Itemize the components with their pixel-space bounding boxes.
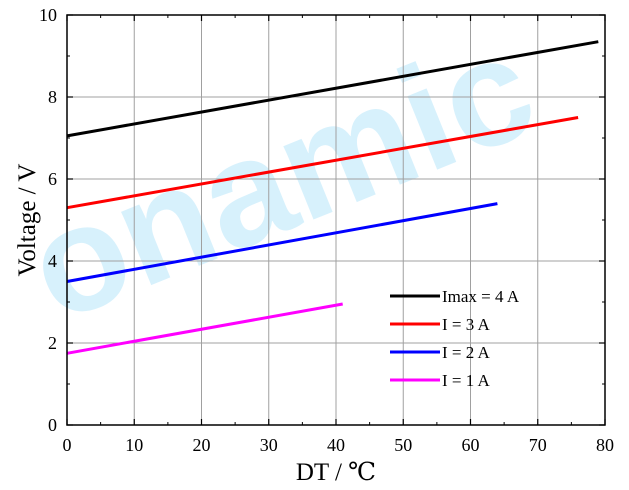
axis-ticks: 0 10 20 30 40 50 60 70 80 0 2 4 6 8 10 — [39, 5, 614, 455]
x-tick-label: 0 — [63, 435, 72, 455]
x-tick-label: 40 — [327, 435, 345, 455]
y-tick-label: 4 — [48, 251, 57, 271]
series-line-3 — [66, 202, 498, 283]
y-axis-title: Voltage / V — [14, 164, 41, 277]
y-tick-label: 0 — [48, 415, 57, 435]
legend-label-1: Imax = 4 A — [442, 287, 520, 306]
y-tick-label: 8 — [48, 87, 57, 107]
y-tick-label: 6 — [48, 169, 57, 189]
x-tick-label: 50 — [394, 435, 412, 455]
x-tick-label: 70 — [529, 435, 547, 455]
legend-label-2: I = 3 A — [442, 315, 491, 334]
series-line-4 — [66, 302, 343, 355]
x-tick-label: 10 — [125, 435, 143, 455]
y-tick-label: 2 — [48, 333, 57, 353]
legend: Imax = 4 A I = 3 A I = 2 A I = 1 A — [390, 287, 520, 390]
series-line-2 — [66, 116, 579, 210]
legend-label-4: I = 1 A — [442, 371, 491, 390]
x-tick-label: 80 — [596, 435, 614, 455]
x-tick-label: 20 — [193, 435, 211, 455]
x-tick-label: 30 — [260, 435, 278, 455]
x-tick-label: 60 — [462, 435, 480, 455]
legend-label-3: I = 2 A — [442, 343, 491, 362]
x-axis-title: DT / ℃ — [296, 459, 376, 486]
series-line-1 — [66, 40, 599, 138]
grid-lines — [67, 15, 605, 425]
y-tick-label: 10 — [39, 5, 57, 25]
series-lines — [66, 40, 599, 355]
